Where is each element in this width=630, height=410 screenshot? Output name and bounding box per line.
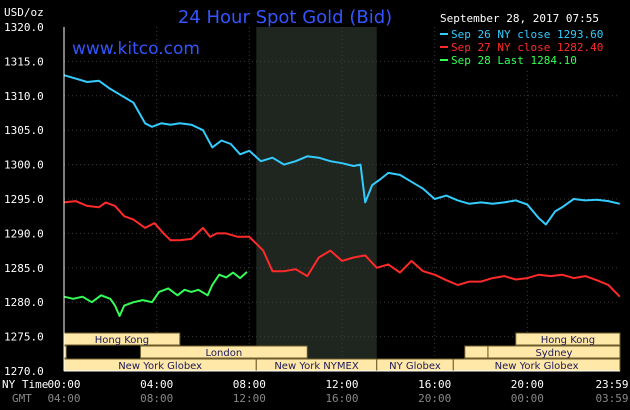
y-tick-label: 1295.0	[4, 193, 44, 206]
x-tick-label-ny: 00:00	[47, 378, 80, 391]
market-session-label: London	[206, 348, 243, 359]
legend-entry: Sep 28 Last 1284.10	[451, 54, 577, 67]
x-row-label-ny: NY Time	[2, 378, 48, 391]
y-tick-label: 1280.0	[4, 296, 44, 309]
y-tick-label: 1320.0	[4, 21, 44, 34]
legend-box	[435, 26, 621, 70]
timestamp: September 28, 2017 07:55	[440, 12, 599, 25]
market-session-label: NY Globex	[389, 361, 441, 372]
market-session-bar	[464, 345, 489, 359]
x-tick-label-ny: 04:00	[140, 378, 173, 391]
x-tick-label-ny: 12:00	[325, 378, 358, 391]
x-tick-label-ny: 20:00	[511, 378, 544, 391]
x-tick-label-ny: 23:59	[595, 378, 628, 391]
x-tick-label-gmt: 00:00	[511, 392, 544, 405]
x-tick-label-gmt: 16:00	[325, 392, 358, 405]
x-tick-label-gmt: 12:00	[233, 392, 266, 405]
x-tick-label-gmt: 03:59	[595, 392, 628, 405]
market-session-bar	[487, 345, 621, 359]
price-series-line	[63, 271, 248, 317]
legend-entry: Sep 27 NY close 1282.40	[451, 41, 603, 54]
x-tick-label-ny: 16:00	[418, 378, 451, 391]
y-tick-label: 1300.0	[4, 159, 44, 172]
market-session-label: Hong Kong	[95, 335, 149, 346]
market-session-label: New York NYMEX	[274, 361, 359, 372]
market-session-bar	[515, 332, 621, 346]
chart-title: 24 Hour Spot Gold (Bid)	[178, 7, 392, 28]
y-axis-unit: USD/oz	[4, 6, 44, 19]
x-tick-label-ny: 08:00	[233, 378, 266, 391]
y-tick-label: 1310.0	[4, 90, 44, 103]
y-tick-label: 1275.0	[4, 331, 44, 344]
kitco-brand: www.kitco.com	[72, 39, 200, 59]
y-tick-label: 1305.0	[4, 124, 44, 137]
x-tick-label-gmt: 20:00	[418, 392, 451, 405]
y-tick-label: 1315.0	[4, 55, 44, 68]
market-session-bar	[139, 345, 308, 359]
market-session-label: New York Globex	[118, 361, 202, 372]
market-session-label: New York Globex	[495, 361, 579, 372]
x-tick-label-gmt: 04:00	[47, 392, 80, 405]
legend-entry: Sep 26 NY close 1293.60	[451, 28, 603, 41]
x-tick-label-gmt: 08:00	[140, 392, 173, 405]
y-tick-label: 1290.0	[4, 227, 44, 240]
y-tick-label: 1285.0	[4, 262, 44, 275]
y-tick-label: 1270.0	[4, 365, 44, 378]
market-session-label: Hong Kong	[541, 335, 595, 346]
price-series-line	[63, 200, 621, 298]
x-row-label-gmt: GMT	[12, 392, 32, 405]
market-session-label: Sydney	[535, 348, 572, 359]
price-series-line	[63, 74, 621, 226]
